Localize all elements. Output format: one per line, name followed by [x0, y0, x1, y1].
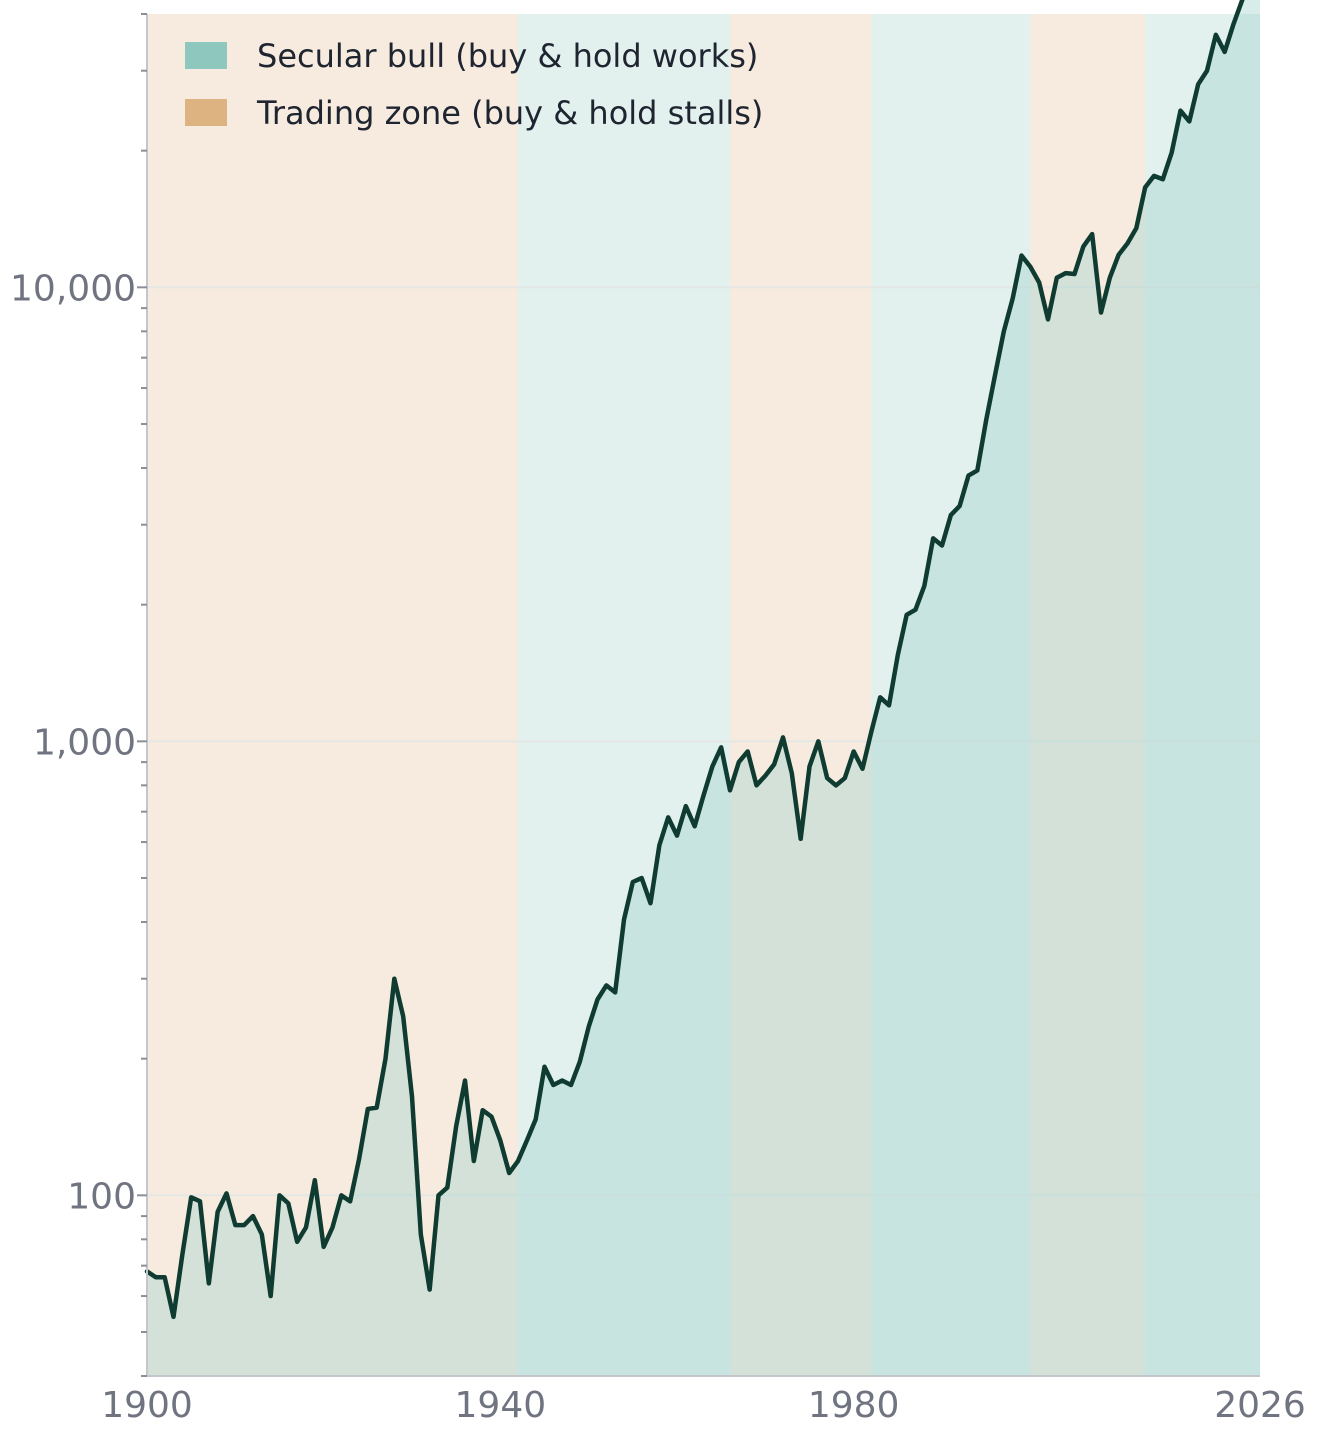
legend-label-bull: Secular bull (buy & hold works) [257, 37, 758, 75]
y-tick-label: 100 [67, 1176, 136, 1217]
legend-swatch-bull [185, 42, 227, 69]
regime-band-bull [518, 14, 730, 1376]
series-line-group [144, 0, 1245, 1320]
series-area-fill [147, 0, 1260, 1376]
x-tick-label: 2026 [1214, 1385, 1306, 1426]
gridlines [147, 286, 1260, 1197]
legend-swatch-trading [185, 99, 227, 126]
y-tick-label: 10,000 [10, 268, 136, 309]
x-tick-label: 1900 [101, 1385, 193, 1426]
x-tick-label: 1940 [455, 1385, 547, 1426]
legend: Secular bull (buy & hold works) Trading z… [185, 37, 763, 132]
axes [137, 13, 1260, 1377]
x-axis-tick-labels: 1900 1940 1980 2026 [101, 1385, 1306, 1426]
regime-band-bull [1145, 14, 1260, 1376]
legend-label-trading: Trading zone (buy & hold stalls) [256, 94, 763, 132]
x-tick-label: 1980 [808, 1385, 900, 1426]
y-axis-tick-labels: 100 1,000 10,000 [10, 268, 136, 1217]
regime-band-trading [730, 14, 872, 1376]
regime-band-trading [147, 14, 518, 1376]
y-tick-label: 1,000 [33, 722, 136, 763]
regime-bands [147, 14, 1260, 1376]
series-area [147, 0, 1260, 1376]
regime-band-bull [871, 14, 1031, 1376]
series-line [144, 0, 1245, 1320]
